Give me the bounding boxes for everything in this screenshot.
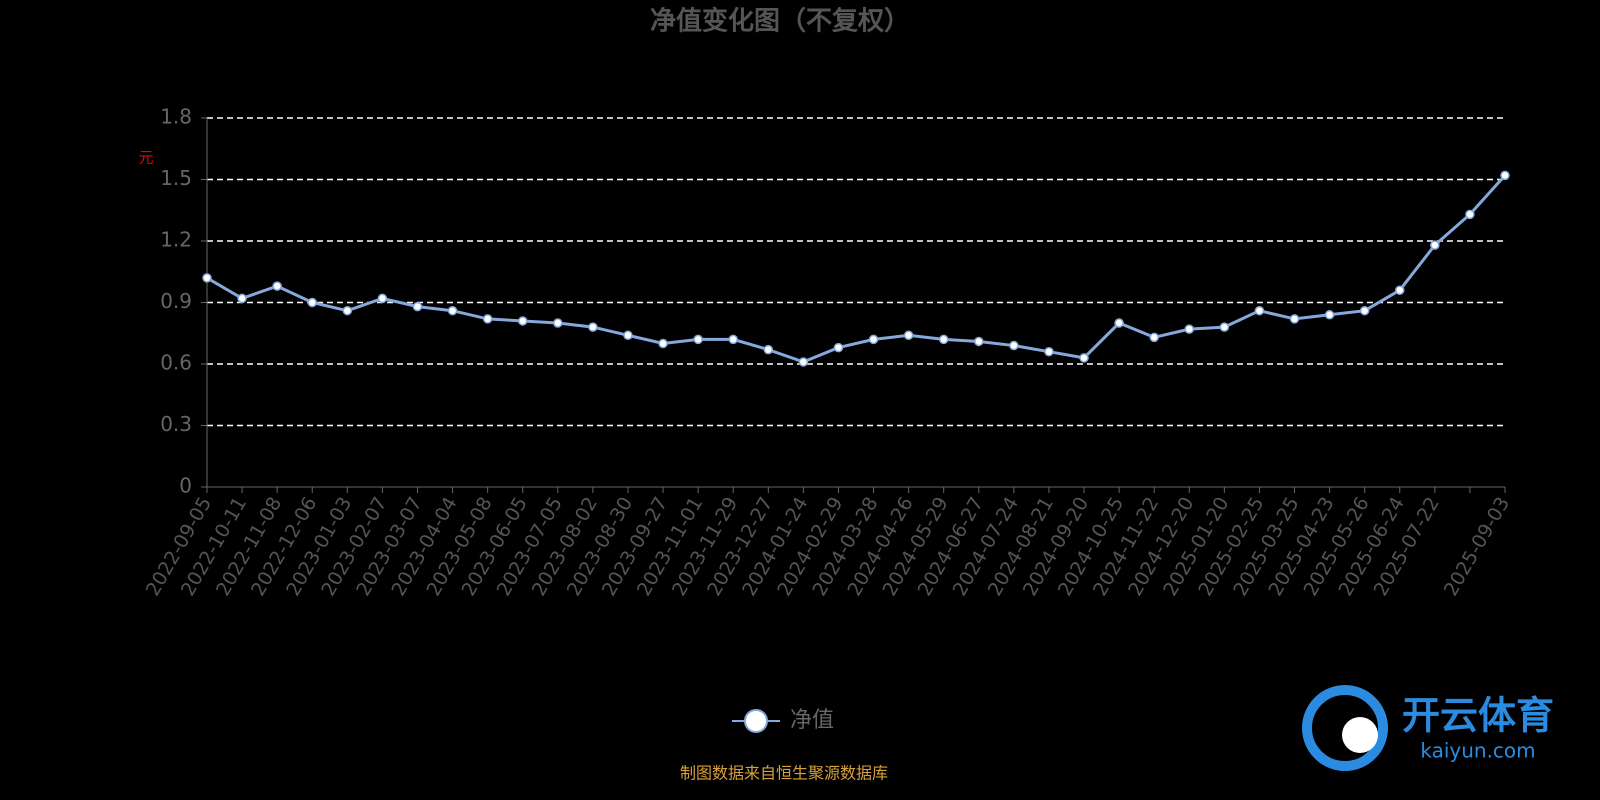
data-point xyxy=(272,281,282,291)
data-point xyxy=(1149,332,1159,343)
x-tick-label: 2025-09-03 xyxy=(1440,493,1514,600)
data-point xyxy=(1219,322,1230,332)
data-point xyxy=(798,357,809,367)
y-tick-label: 0 xyxy=(179,474,192,498)
data-point xyxy=(412,301,423,312)
watermark-logo xyxy=(1302,685,1388,771)
data-point xyxy=(1114,318,1124,328)
y-tick-label: 0.9 xyxy=(160,289,192,313)
data-point xyxy=(728,334,738,345)
data-point xyxy=(974,336,984,347)
data-point xyxy=(1500,170,1510,181)
y-tick-label: 1.5 xyxy=(160,166,192,190)
data-point xyxy=(1359,305,1370,316)
source-note: 制图数据来自恒生聚源数据库 xyxy=(680,764,888,783)
data-point xyxy=(588,322,598,332)
data-point xyxy=(237,293,247,304)
watermark-ball xyxy=(1342,717,1378,753)
data-point xyxy=(868,334,879,345)
data-point xyxy=(377,293,388,304)
data-point xyxy=(1430,240,1440,250)
y-tick-label: 1.2 xyxy=(160,228,192,252)
data-point xyxy=(517,316,528,326)
data-point xyxy=(1009,340,1019,351)
data-point xyxy=(1254,305,1265,316)
data-point xyxy=(202,273,212,283)
legend-label: 净值 xyxy=(790,708,834,733)
y-axis-label: 元 xyxy=(138,149,153,167)
data-point xyxy=(903,330,914,341)
data-point xyxy=(1044,346,1054,357)
data-point xyxy=(1184,324,1195,334)
data-point xyxy=(763,344,774,355)
data-point xyxy=(1324,310,1335,320)
data-point xyxy=(447,305,458,316)
series-line xyxy=(206,174,1507,364)
data-point xyxy=(307,297,317,308)
data-point xyxy=(1079,353,1089,363)
data-point xyxy=(693,334,703,345)
watermark: 开云体育 kaiyun.com xyxy=(1302,685,1554,771)
data-point xyxy=(1395,285,1405,295)
data-point xyxy=(1465,209,1475,220)
watermark-name: 开云体育 xyxy=(1402,694,1554,738)
legend-marker xyxy=(744,709,768,733)
data-point xyxy=(342,305,353,316)
y-tick-label: 0.6 xyxy=(160,351,192,375)
y-tick-label: 1.8 xyxy=(160,105,192,129)
y-tick-label: 0.3 xyxy=(160,412,192,436)
data-point xyxy=(938,334,949,345)
data-point xyxy=(623,330,633,341)
data-point xyxy=(658,338,668,349)
data-point xyxy=(833,342,844,353)
data-point xyxy=(553,318,563,328)
chart-title: 净值变化图（不复权） xyxy=(650,6,910,37)
watermark-url: kaiyun.com xyxy=(1420,739,1535,763)
data-point xyxy=(482,314,493,324)
data-point xyxy=(1289,314,1300,324)
